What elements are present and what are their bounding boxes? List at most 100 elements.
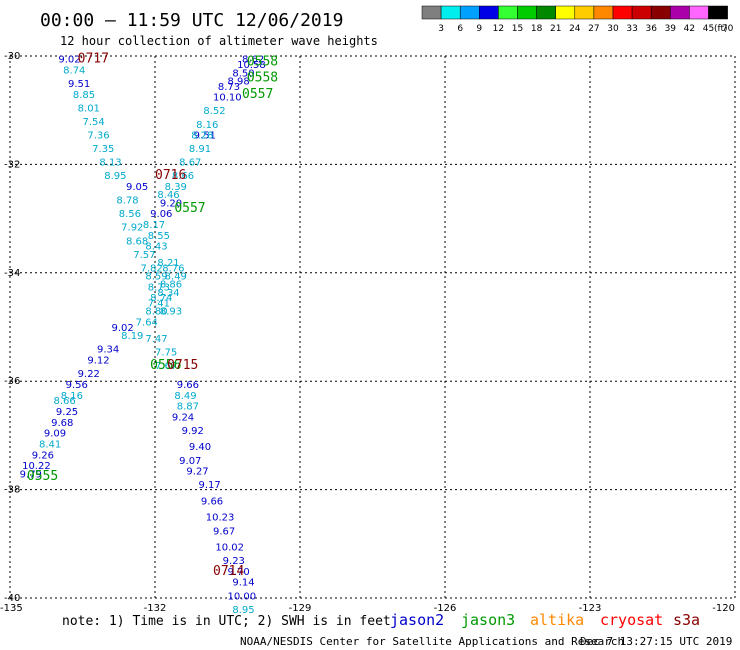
colorbar-label: 6 xyxy=(457,24,463,34)
wave-height-value: 9.92 xyxy=(182,426,204,437)
wave-height-value: 9.70 xyxy=(228,567,250,578)
colorbar-label: 12 xyxy=(493,24,504,34)
wave-height-value: 8.28 xyxy=(191,131,213,142)
wave-height-value: 8.76 xyxy=(162,263,184,274)
colorbar-swatch xyxy=(479,5,499,20)
wave-height-value: 10.02 xyxy=(215,543,244,554)
chart-subtitle: 12 hour collection of altimeter wave hei… xyxy=(60,34,378,48)
wave-height-value: 8.98 xyxy=(228,76,250,87)
wave-height-value: 8.74 xyxy=(63,66,85,77)
wave-height-value: 7.82 xyxy=(141,263,163,274)
pass-time-label: 0714 xyxy=(213,564,244,579)
wave-height-value: 8.78 xyxy=(116,196,138,207)
pass-time-label: 0556 xyxy=(150,358,181,373)
wave-height-value: 8.56 xyxy=(119,209,141,220)
wave-height-value: 7.64 xyxy=(136,318,158,329)
wave-height-value: 8.17 xyxy=(143,220,165,231)
wave-height-value: 8.74 xyxy=(150,293,172,304)
colorbar-swatch xyxy=(650,5,671,20)
colorbar-label: 24 xyxy=(569,24,581,34)
colorbar-swatch xyxy=(689,5,709,20)
wave-height-value: 7.67 xyxy=(155,361,177,372)
satellite-legend-jason3: jason3 xyxy=(461,611,515,629)
wave-height-value: 8.59 xyxy=(145,272,167,283)
colorbar-label: 30 xyxy=(607,24,619,34)
wave-height-value: 8.87 xyxy=(177,402,199,413)
wave-height-value: 7.92 xyxy=(121,223,143,234)
colorbar-legend: 3 6 9 12 15 18 21 24 27 30 33 36 39 42 45 70 xyxy=(421,5,734,34)
credit-text: NOAA/NESDIS Center for Satellite Applica… xyxy=(240,635,624,648)
satellite-legend-altika: altika xyxy=(530,611,584,629)
wave-height-value: 9.17 xyxy=(199,480,221,491)
x-tick-label: -135 xyxy=(0,603,23,614)
wave-height-value: 8.68 xyxy=(126,236,148,247)
wave-height-value: 9.68 xyxy=(51,418,73,429)
grid-lines xyxy=(9,55,736,599)
chart-title: 00:00 — 11:59 UTC 12/06/2019 xyxy=(40,10,343,31)
wave-height-value: 8.73 xyxy=(218,82,240,93)
y-tick-label: -40 xyxy=(4,593,20,604)
wave-height-value: 8.34 xyxy=(157,288,179,299)
pass-time-label: 0716 xyxy=(155,168,186,183)
wave-height-value: 10.23 xyxy=(206,513,235,524)
colorbar-label: 70 xyxy=(722,24,734,34)
wave-height-value: 8.49 xyxy=(174,391,196,402)
wave-height-value: 9.24 xyxy=(172,412,194,423)
wave-height-value: 8.39 xyxy=(165,182,187,193)
y-tick-label: -32 xyxy=(4,159,20,170)
wave-height-value: 8.21 xyxy=(157,258,179,269)
colorbar-swatch xyxy=(440,5,461,20)
colorbar-swatch xyxy=(459,5,480,20)
colorbar-swatch xyxy=(421,5,442,20)
wave-height-value: 7.75 xyxy=(155,347,177,358)
wave-height-value: 8.13 xyxy=(99,158,121,169)
satellite-legend-cryosat: cryosat xyxy=(600,611,663,629)
wave-height-value: 8.73 xyxy=(148,282,170,293)
wave-height-value: 7.57 xyxy=(133,250,155,261)
colorbar-swatch xyxy=(670,5,690,20)
wave-height-value: 10.22 xyxy=(22,461,51,472)
satellite-legend-jason2: jason2 xyxy=(390,611,444,629)
wave-height-value: 7.54 xyxy=(83,117,105,128)
colorbar-swatch xyxy=(593,5,614,20)
colorbar-swatch xyxy=(574,5,595,20)
wave-height-value: 8.55 xyxy=(148,231,170,242)
wave-height-value: 9.79 xyxy=(20,469,42,480)
units-note: note: 1) Time is in UTC; 2) SWH is in fe… xyxy=(62,614,391,629)
colorbar-label: 3 xyxy=(438,24,444,34)
pass-time-label: 0557 xyxy=(242,87,273,102)
wave-height-value: 7.41 xyxy=(148,299,170,310)
wave-height-value: 7.36 xyxy=(87,131,109,142)
pass-time-label: 0715 xyxy=(167,358,198,373)
y-tick-label: -34 xyxy=(4,268,20,279)
colorbar-swatch xyxy=(708,5,728,20)
pass-time-label: 0555 xyxy=(27,469,58,484)
colorbar-label: 33 xyxy=(626,24,637,34)
wave-height-value: 9.22 xyxy=(78,369,100,380)
wave-height-value: 9.02 xyxy=(58,55,80,66)
wave-height-value: 9.67 xyxy=(213,526,235,537)
wave-height-value: 9.07 xyxy=(179,456,201,467)
y-tick-label: -36 xyxy=(4,376,20,387)
wave-height-value: 8.41 xyxy=(39,440,61,451)
wave-height-value: 8.93 xyxy=(160,307,182,318)
wave-height-value: 10.58 xyxy=(237,60,266,71)
wave-height-value: 10.10 xyxy=(213,93,242,104)
timestamp-text: Dec 7 13:27:15 UTC 2019 xyxy=(580,635,732,648)
wave-height-value: 9.23 xyxy=(223,556,245,567)
wave-height-value: 8.80 xyxy=(145,307,167,318)
colorbar-label: 36 xyxy=(645,24,657,34)
wave-height-value: 8.43 xyxy=(145,242,167,253)
wave-height-value: 7.47 xyxy=(145,334,167,345)
wave-height-value: 9.26 xyxy=(32,450,54,461)
y-tick-label: -30 xyxy=(4,51,20,62)
wave-height-value: 8.62 xyxy=(242,55,264,66)
wave-height-value: 8.85 xyxy=(73,90,95,101)
colorbar-swatch xyxy=(555,5,576,20)
wave-height-value: 9.20 xyxy=(160,198,182,209)
x-tick-label: -132 xyxy=(144,603,167,614)
colorbar-swatch xyxy=(631,5,652,20)
colorbar-label: 18 xyxy=(531,24,543,34)
